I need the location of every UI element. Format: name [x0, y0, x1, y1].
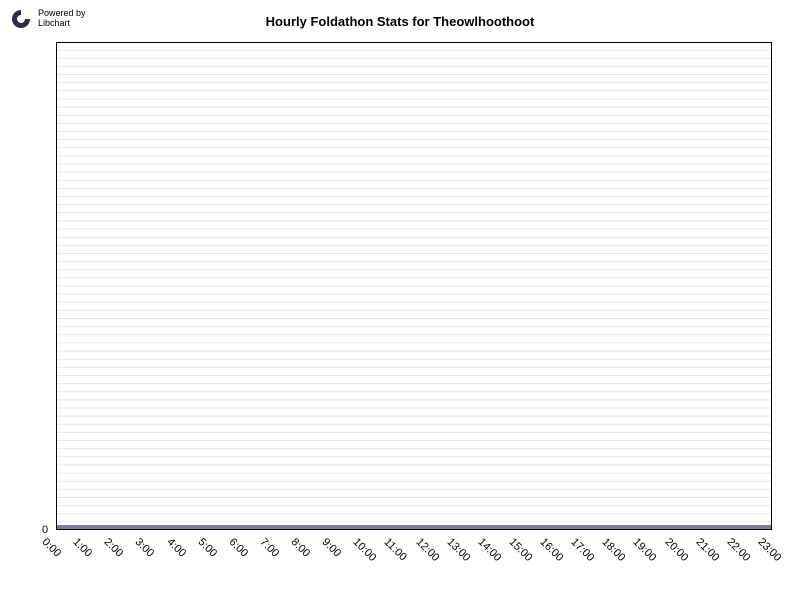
x-tick-label: 5:00 — [195, 536, 219, 560]
x-tick-label: 11:00 — [382, 536, 409, 563]
x-tick-label: 15:00 — [506, 536, 534, 564]
x-tick-label: 14:00 — [475, 536, 503, 564]
x-tick-label: 2:00 — [102, 536, 126, 560]
x-tick-label: 16:00 — [538, 536, 566, 564]
chart-plot-area — [56, 42, 772, 530]
x-tick-label: 22:00 — [724, 536, 752, 564]
x-tick-label: 7:00 — [257, 536, 281, 560]
x-tick-label: 19:00 — [631, 536, 659, 564]
x-tick-label: 13:00 — [444, 536, 472, 564]
x-tick-label: 20:00 — [662, 536, 690, 564]
x-tick-label: 18:00 — [600, 536, 628, 564]
chart-title: Hourly Foldathon Stats for Theowlhoothoo… — [0, 14, 800, 29]
x-tick-label: 17:00 — [569, 536, 597, 564]
x-tick-label: 1:00 — [71, 536, 95, 560]
x-tick-label: 6:00 — [226, 536, 250, 560]
x-tick-label: 9:00 — [320, 536, 344, 560]
x-tick-label: 12:00 — [413, 536, 441, 564]
x-tick-label: 0:00 — [40, 536, 64, 560]
x-tick-label: 8:00 — [289, 536, 313, 560]
x-tick-label: 3:00 — [133, 536, 157, 560]
x-tick-label: 23:00 — [756, 536, 784, 564]
x-tick-label: 4:00 — [164, 536, 188, 560]
y-tick-label: 0 — [42, 524, 48, 536]
x-tick-label: 21:00 — [693, 536, 721, 564]
x-tick-label: 10:00 — [351, 536, 379, 564]
